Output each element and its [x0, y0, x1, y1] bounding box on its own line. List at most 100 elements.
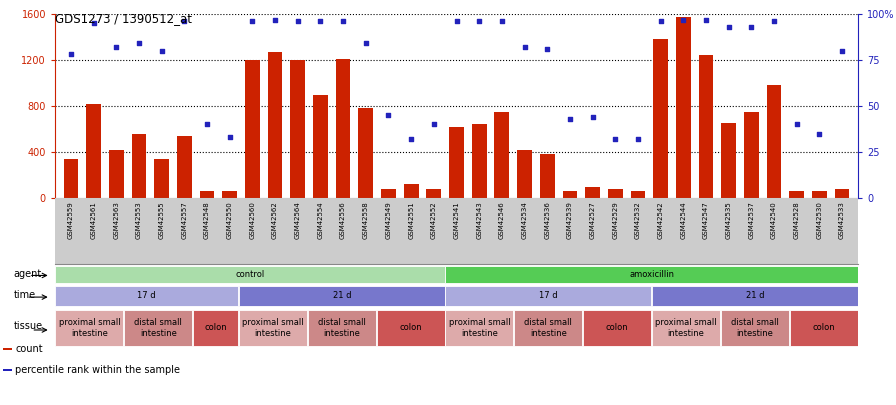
Text: GSM42548: GSM42548: [204, 201, 210, 239]
Point: [745, 23, 759, 30]
Bar: [125, 309, 193, 346]
Text: GSM42553: GSM42553: [136, 201, 142, 239]
Text: GSM42540: GSM42540: [771, 201, 777, 239]
Point: [767, 18, 781, 25]
Point: [426, 121, 441, 128]
Text: GSM42530: GSM42530: [816, 201, 823, 239]
Bar: [721, 123, 737, 198]
Bar: [290, 60, 305, 198]
Bar: [676, 17, 691, 198]
Text: colon: colon: [400, 324, 422, 333]
Text: GSM42527: GSM42527: [590, 201, 596, 239]
Text: proximal small
intestine: proximal small intestine: [242, 318, 304, 338]
Text: GSM42546: GSM42546: [499, 201, 504, 239]
Bar: [607, 189, 623, 198]
Bar: [64, 159, 78, 198]
Point: [64, 51, 78, 58]
Text: tissue: tissue: [13, 321, 43, 331]
Point: [449, 18, 463, 25]
Bar: [514, 309, 582, 346]
Point: [676, 16, 691, 23]
Bar: [222, 191, 237, 198]
Point: [517, 44, 531, 50]
Bar: [358, 108, 373, 198]
Text: colon: colon: [813, 324, 835, 333]
Text: GSM42533: GSM42533: [840, 201, 845, 239]
Bar: [56, 266, 444, 283]
Bar: [56, 286, 238, 306]
Bar: [449, 127, 464, 198]
Bar: [86, 104, 101, 198]
Point: [404, 136, 418, 143]
Point: [200, 121, 214, 128]
Point: [246, 18, 260, 25]
Text: colon: colon: [204, 324, 227, 333]
Text: distal small
intestine: distal small intestine: [134, 318, 182, 338]
Bar: [194, 309, 238, 346]
Text: 17 d: 17 d: [539, 292, 557, 301]
Text: GSM42541: GSM42541: [453, 201, 460, 239]
Bar: [653, 39, 668, 198]
Text: agent: agent: [13, 269, 42, 279]
Point: [608, 136, 623, 143]
Bar: [4, 348, 12, 350]
Text: GSM42547: GSM42547: [703, 201, 709, 239]
Point: [177, 18, 192, 25]
Text: amoxicillin: amoxicillin: [629, 270, 674, 279]
Text: percentile rank within the sample: percentile rank within the sample: [15, 364, 180, 375]
Text: GSM42560: GSM42560: [249, 201, 255, 239]
Text: GSM42556: GSM42556: [340, 201, 346, 239]
Point: [290, 18, 305, 25]
Bar: [404, 184, 418, 198]
Point: [721, 23, 736, 30]
Bar: [517, 150, 532, 198]
Text: GSM42561: GSM42561: [90, 201, 97, 239]
Point: [109, 44, 124, 50]
Text: GSM42528: GSM42528: [794, 201, 800, 239]
Text: GSM42534: GSM42534: [521, 201, 528, 239]
Text: colon: colon: [606, 324, 628, 333]
Bar: [200, 191, 214, 198]
Bar: [239, 309, 307, 346]
Bar: [789, 309, 857, 346]
Point: [336, 18, 350, 25]
Text: proximal small
intestine: proximal small intestine: [655, 318, 717, 338]
Text: GSM42537: GSM42537: [748, 201, 754, 239]
Bar: [720, 309, 788, 346]
Bar: [563, 191, 577, 198]
Point: [495, 18, 509, 25]
Bar: [376, 309, 444, 346]
Point: [86, 20, 100, 26]
Point: [631, 136, 645, 143]
Text: GSM42558: GSM42558: [363, 201, 369, 239]
Text: distal small
intestine: distal small intestine: [731, 318, 779, 338]
Bar: [652, 286, 857, 306]
Bar: [631, 191, 645, 198]
Bar: [789, 191, 804, 198]
Bar: [154, 159, 169, 198]
Text: GDS1273 / 1390512_at: GDS1273 / 1390512_at: [55, 12, 192, 25]
Point: [563, 116, 577, 122]
Text: time: time: [13, 290, 36, 300]
Bar: [744, 112, 759, 198]
Bar: [239, 286, 444, 306]
Bar: [583, 309, 651, 346]
Bar: [109, 150, 124, 198]
Point: [382, 112, 396, 118]
Bar: [445, 286, 651, 306]
Bar: [585, 186, 600, 198]
Bar: [445, 266, 857, 283]
Text: GSM42555: GSM42555: [159, 201, 165, 239]
Bar: [268, 52, 282, 198]
Text: GSM42539: GSM42539: [567, 201, 573, 239]
Point: [813, 130, 827, 137]
Point: [540, 46, 555, 52]
Bar: [767, 85, 781, 198]
Bar: [177, 136, 192, 198]
Text: GSM42536: GSM42536: [544, 201, 550, 239]
Bar: [835, 189, 849, 198]
Point: [789, 121, 804, 128]
Text: GSM42552: GSM42552: [431, 201, 437, 239]
Text: GSM42554: GSM42554: [317, 201, 323, 239]
Text: GSM42562: GSM42562: [272, 201, 278, 239]
